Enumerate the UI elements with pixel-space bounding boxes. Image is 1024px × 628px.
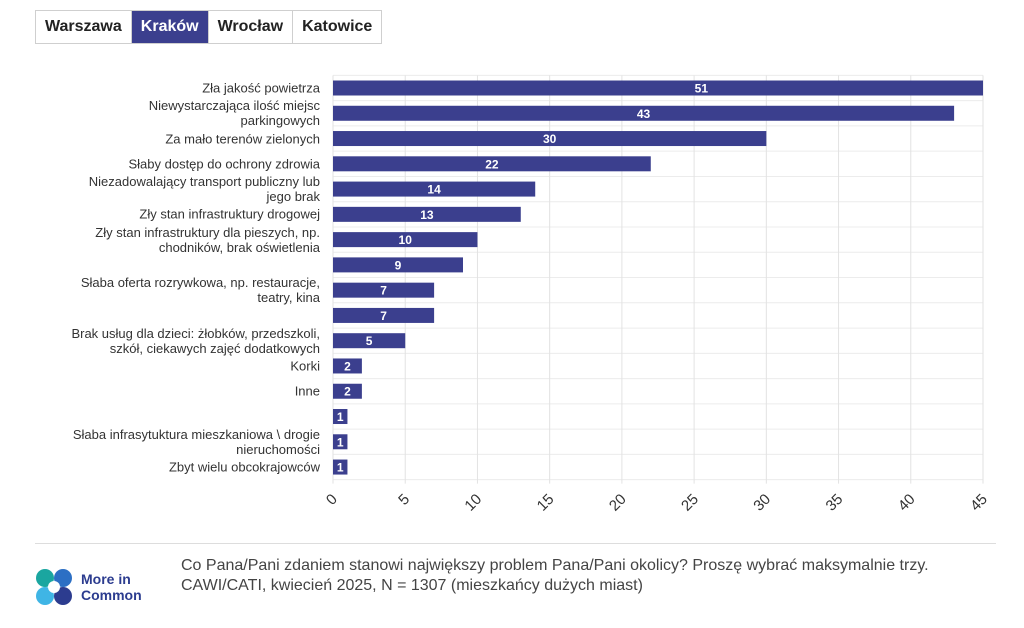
bar (333, 232, 478, 248)
category-label: Za mało terenów zielonych (165, 131, 320, 147)
chart: 0 5 10 15 20 25 30 35 40 455143302214131097752211… (323, 74, 991, 515)
logo: More in Common (35, 568, 142, 606)
value-label: 51 (695, 82, 709, 96)
bar (333, 131, 767, 147)
x-tick-label: 5 (395, 491, 413, 509)
bar (333, 434, 348, 450)
category-label: Niezadowalający transport publiczny lub … (88, 174, 320, 205)
x-tick-label: 20 (606, 491, 630, 515)
bar (333, 105, 955, 121)
category-label: Słaba oferta rozrywkowa, np. restauracje… (80, 275, 320, 306)
separator (35, 543, 996, 544)
bar (333, 333, 406, 349)
logo-text: More in Common (81, 571, 142, 603)
bar (333, 181, 536, 197)
bar (333, 206, 521, 222)
category-label: Korki (290, 358, 320, 374)
footer: Co Pana/Pani zdaniem stanowi największy … (181, 556, 991, 596)
value-label: 14 (427, 183, 441, 197)
x-tick-label: 35 (823, 491, 847, 515)
value-label: 7 (380, 309, 387, 323)
tab[interactable]: Wrocław (208, 11, 294, 43)
category-label: Słaby dostęp do ochrony zdrowia (128, 156, 320, 172)
x-tick-label: 40 (895, 491, 919, 515)
category-label: Brak usług dla dzieci: żłobków, przedszk… (71, 325, 320, 356)
bar (333, 80, 983, 96)
category-label: Inne (294, 383, 320, 399)
category-label: Słaba infrasytuktura mieszkaniowa \ drog… (72, 426, 320, 457)
value-label: 9 (395, 258, 402, 272)
value-label: 43 (637, 107, 651, 121)
bar (333, 383, 362, 399)
value-label: 1 (337, 461, 344, 475)
x-tick-label: 30 (750, 491, 774, 515)
x-tick-label: 15 (534, 491, 558, 515)
question: Co Pana/Pani zdaniem stanowi największy … (181, 557, 929, 574)
logo-icon (36, 569, 72, 605)
value-label: 1 (337, 435, 344, 449)
tab[interactable]: Katowice (293, 11, 382, 43)
city-tabs: Warszawa Kraków Wrocław Katowice (35, 10, 383, 44)
value-label: 2 (344, 359, 351, 373)
category-label: Niewystarczająca ilość miejsc parkingowy… (148, 98, 320, 129)
value-label: 22 (485, 157, 499, 171)
x-tick-label: 25 (678, 491, 702, 515)
value-label: 7 (380, 284, 387, 298)
category-label: Zbyt wielu obcokrajowców (168, 459, 320, 475)
category-label: Zły stan infrastruktury drogowej (139, 206, 320, 222)
bar (333, 307, 435, 323)
bar (333, 257, 463, 273)
category-label: Zła jakość powietrza (202, 80, 320, 96)
tab[interactable]: Kraków (131, 11, 209, 43)
bar (333, 282, 435, 298)
value-label: 30 (543, 132, 557, 146)
tab[interactable]: Warszawa (36, 11, 132, 43)
bar (333, 409, 348, 425)
category-label: Zły stan infrastruktury dla pieszych, np… (95, 224, 320, 255)
bar (333, 358, 362, 374)
source: CAWI/CATI, kwiecień 2025, N = 1307 (mies… (181, 577, 643, 594)
value-label: 10 (399, 233, 413, 247)
value-label: 2 (344, 385, 351, 399)
value-label: 5 (366, 334, 373, 348)
x-tick-label: 45 (967, 491, 991, 515)
bar (333, 156, 651, 172)
x-tick-label: 0 (323, 491, 341, 509)
value-label: 13 (420, 208, 434, 222)
bar (333, 459, 348, 475)
x-tick-label: 10 (461, 491, 485, 515)
value-label: 1 (337, 410, 344, 424)
